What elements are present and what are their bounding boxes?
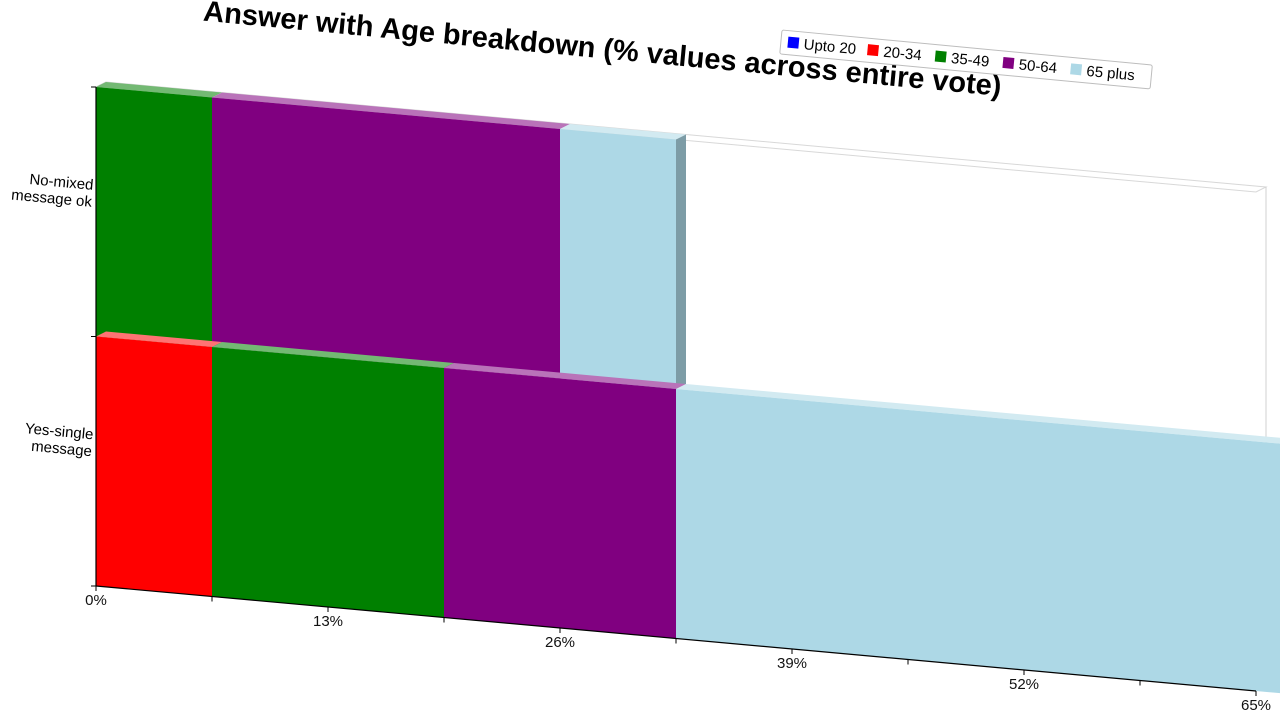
legend-box-group: Upto 20 20-34 35-49 50-64 65 plus	[779, 29, 1153, 90]
category-label-1-line-0: Yes-single	[24, 420, 94, 443]
legend-swatch-2	[934, 50, 947, 63]
bar-top-1-1	[96, 331, 222, 347]
bar-segment-0-2	[96, 87, 212, 347]
legend-label-4: 65 plus	[1086, 63, 1136, 84]
legend-swatch-1	[867, 44, 880, 57]
x-axis: 0% 13% 26% 39% 52% 65%	[85, 87, 1271, 714]
bar-segment-1-4	[676, 389, 1280, 694]
bar-segment-0-3	[212, 97, 560, 379]
legend: Upto 20 20-34 35-49 50-64 65 plus	[779, 29, 1153, 90]
legend-label-3: 50-64	[1018, 56, 1058, 77]
legend-swatch-4	[1070, 63, 1083, 76]
legend-label-2: 35-49	[950, 50, 990, 71]
x-tick-label-1: 13%	[313, 613, 343, 630]
bar-top-1-3	[444, 363, 686, 389]
legend-swatch-0	[787, 36, 800, 49]
x-tick-label-5: 65%	[1241, 697, 1271, 714]
bar-top-0-4	[560, 124, 686, 140]
x-tick-label-0: 0%	[85, 592, 107, 609]
bar-end-0	[676, 134, 686, 389]
bar-segment-1-2	[212, 347, 444, 618]
bar-top-0-2	[96, 82, 222, 98]
legend-label-1: 20-34	[883, 44, 923, 65]
category-label-0-line-0: No-mixed	[29, 171, 94, 194]
bar-top-1-4	[676, 384, 1280, 444]
legend-label-0: Upto 20	[803, 36, 857, 58]
x-tick-label-2: 26%	[545, 634, 575, 651]
bar-segment-1-3	[444, 368, 676, 639]
x-tick-label-3: 39%	[777, 655, 807, 672]
legend-swatch-3	[1002, 56, 1015, 69]
bar-segment-0-4	[560, 129, 676, 389]
x-tick-label-4: 52%	[1009, 676, 1039, 693]
bars-group	[96, 82, 1280, 694]
bar-top-0-3	[212, 92, 570, 129]
category-label-1-line-1: message	[30, 438, 92, 460]
bar-segment-1-1	[96, 336, 212, 597]
bar-top-1-2	[212, 342, 454, 368]
